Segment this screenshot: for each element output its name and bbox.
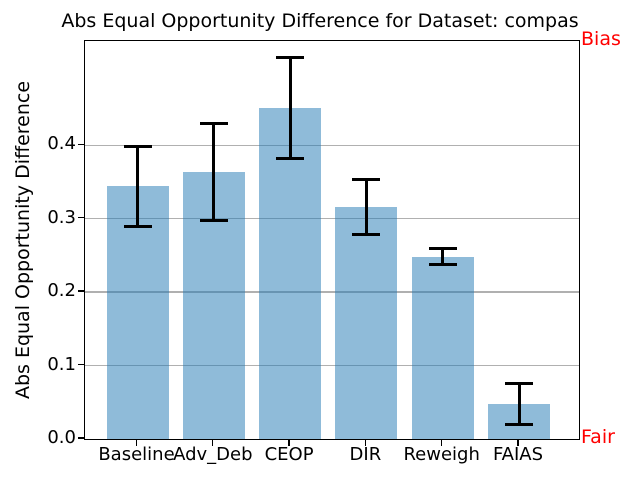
x-tick-mark — [364, 439, 367, 446]
x-tick-label-faias: FAIAS — [492, 444, 544, 465]
y-axis-label: Abs Equal Opportunity Difference — [12, 80, 34, 400]
error-bar-cap — [199, 122, 228, 126]
bar-dir — [335, 206, 398, 439]
error-bar-cap — [352, 232, 381, 236]
error-bar — [517, 383, 521, 425]
x-tick-label-ceop: CEOP — [264, 444, 314, 465]
y-tick-label: 0.4 — [47, 133, 76, 155]
y-tick-label: 0.2 — [47, 280, 76, 302]
x-tick-mark — [441, 439, 443, 446]
error-bar-cap — [199, 219, 228, 223]
error-bar-cap — [428, 247, 457, 251]
x-tick-label-baseline: Baseline — [98, 444, 175, 465]
error-bar — [136, 146, 139, 227]
y-tick-label: 0.0 — [47, 427, 76, 448]
x-tick-label-dir: DIR — [349, 444, 382, 465]
plot-area — [84, 40, 580, 440]
error-bar-cap — [123, 225, 152, 229]
error-bar-cap — [505, 381, 533, 385]
error-bar-cap — [276, 55, 305, 59]
bar-baseline — [106, 186, 169, 439]
y-tick-label: 0.3 — [47, 206, 76, 228]
chart-title: Abs Equal Opportunity Difference for Dat… — [61, 10, 579, 32]
error-bar-cap — [352, 178, 381, 182]
gridline — [85, 144, 579, 146]
error-bar-cap — [123, 144, 152, 148]
x-tick-mark — [517, 439, 519, 446]
bar-ceop — [259, 107, 322, 439]
fair-annotation: Fair — [581, 426, 615, 448]
error-bar — [288, 57, 292, 159]
bar-reweigh — [411, 256, 474, 439]
x-tick-mark — [135, 439, 138, 446]
error-bar-cap — [276, 156, 305, 160]
gridline — [85, 291, 579, 293]
x-tick-label-reweigh: Reweigh — [403, 444, 480, 465]
y-tick-mark — [78, 143, 84, 145]
y-tick-mark — [78, 437, 84, 439]
y-tick-mark — [78, 217, 84, 219]
x-tick-mark — [212, 439, 214, 446]
error-bar-cap — [505, 422, 533, 426]
x-tick-label-adv_deb: Adv_Deb — [173, 444, 253, 465]
error-bar-cap — [428, 263, 457, 267]
y-tick-mark — [78, 290, 84, 292]
error-bar — [212, 123, 216, 221]
gridline — [85, 218, 579, 220]
y-tick-mark — [78, 363, 84, 366]
x-tick-mark — [288, 439, 290, 446]
gridline — [85, 364, 579, 367]
error-bar — [441, 248, 445, 265]
bias-annotation: Bias — [581, 28, 621, 50]
y-tick-label: 0.1 — [47, 353, 76, 375]
error-bar — [364, 179, 368, 235]
